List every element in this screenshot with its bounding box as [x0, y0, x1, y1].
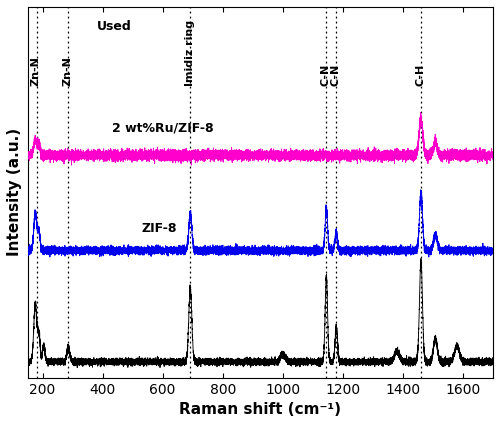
Text: C-H: C-H — [416, 64, 426, 86]
Text: C-N: C-N — [321, 64, 331, 86]
Text: Zn-N: Zn-N — [62, 56, 72, 86]
Text: Used: Used — [96, 20, 132, 33]
Text: ZIF-8: ZIF-8 — [142, 222, 177, 234]
X-axis label: Raman shift (cm⁻¹): Raman shift (cm⁻¹) — [180, 402, 342, 417]
Text: C-N: C-N — [330, 64, 340, 86]
Text: Zn-N: Zn-N — [31, 56, 41, 86]
Text: Imidiz ring: Imidiz ring — [184, 20, 194, 86]
Y-axis label: Intensity (a.u.): Intensity (a.u.) — [7, 128, 22, 257]
Text: 2 wt%Ru/ZIF-8: 2 wt%Ru/ZIF-8 — [112, 121, 213, 134]
